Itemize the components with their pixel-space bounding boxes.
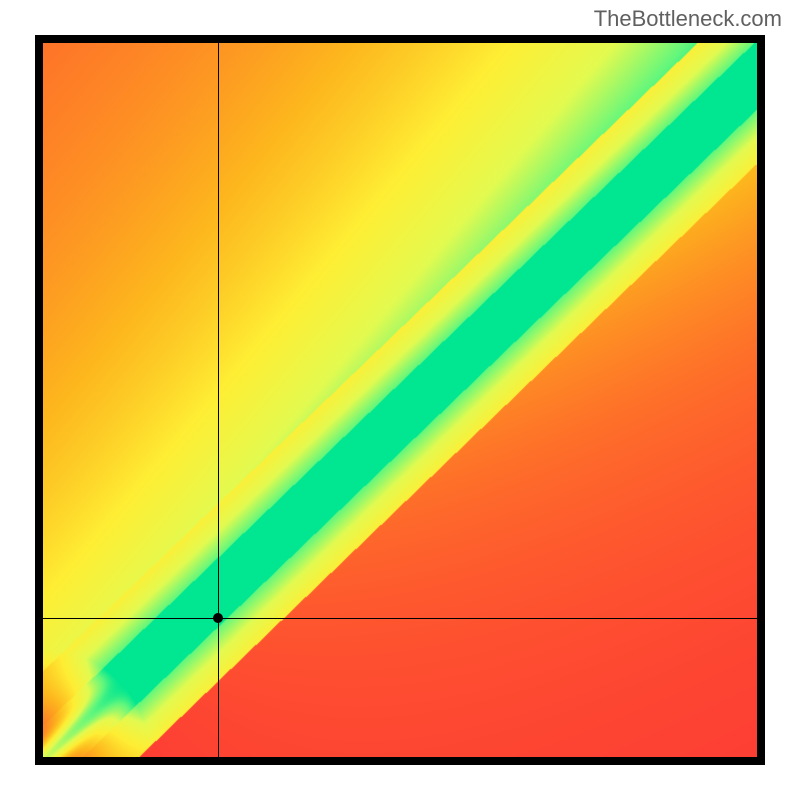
crosshair-horizontal-line	[43, 618, 757, 619]
bottleneck-heatmap	[35, 35, 765, 765]
heatmap-canvas	[43, 43, 757, 757]
crosshair-dot	[213, 613, 223, 623]
watermark-text: TheBottleneck.com	[594, 6, 782, 32]
crosshair-vertical-line	[218, 43, 219, 757]
